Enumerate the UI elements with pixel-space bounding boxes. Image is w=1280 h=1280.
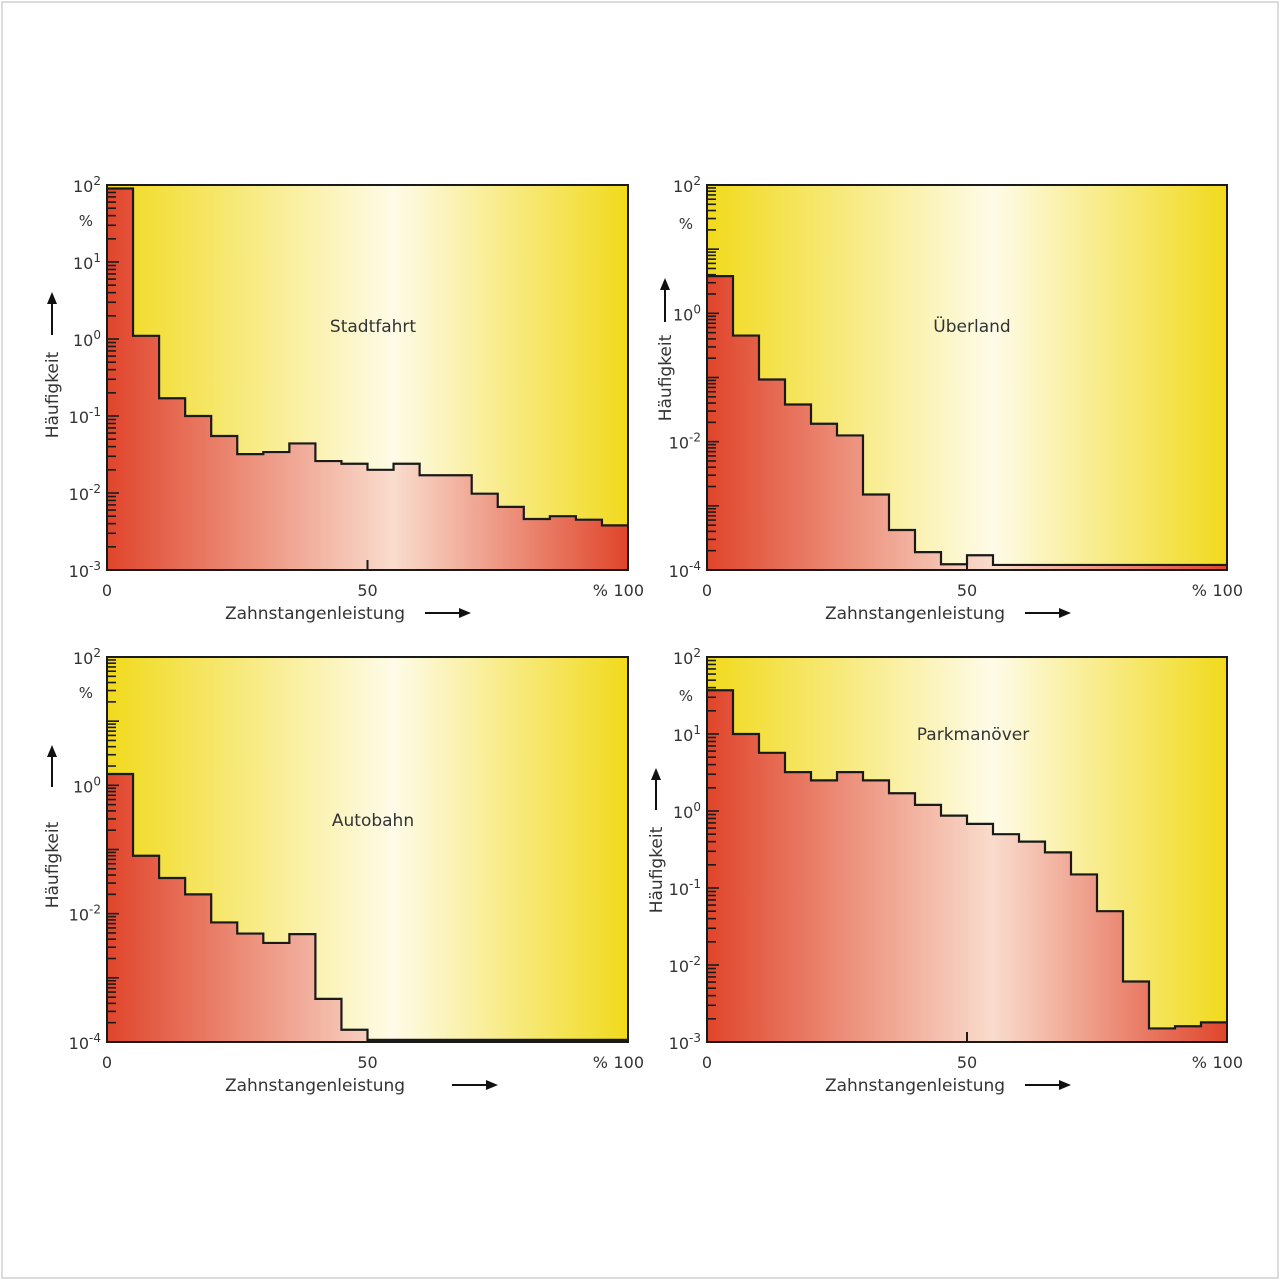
x-axis-arrowhead-icon (1059, 608, 1071, 618)
y-unit-label: % (679, 215, 693, 233)
y-tick-label: 100 (73, 774, 101, 796)
y-tick-label: 10-4 (69, 1031, 101, 1053)
x-tick-label: 50 (357, 581, 377, 600)
x-tick-label: 0 (702, 1053, 712, 1072)
y-tick-label: 102 (673, 646, 701, 668)
y-axis-arrowhead-icon (651, 768, 661, 780)
y-axis-label: Häufigkeit (656, 334, 676, 421)
y-tick-label: 10-3 (669, 1031, 701, 1053)
y-unit-label: % (79, 684, 93, 702)
chart-parkmanöver: 102 101 100 10-1 10-2 10-3% 0 50% 100 Parkmanöver… (647, 646, 1243, 1096)
y-axis-arrowhead-icon (660, 278, 670, 290)
y-tick-label: 10-1 (669, 877, 701, 899)
x-axis-arrowhead-icon (1059, 1080, 1071, 1090)
y-tick-label: 100 (673, 302, 701, 324)
y-tick-label: 102 (673, 174, 701, 196)
x-tick-label: 50 (957, 1053, 977, 1072)
x-axis-label: Zahnstangenleistung (825, 604, 1005, 624)
x-axis-label: Zahnstangenleistung (225, 1076, 405, 1096)
histogram-outline (107, 187, 628, 527)
x-tick-label: 100 (613, 581, 644, 600)
x-unit-label: % (593, 1053, 608, 1072)
y-tick-label: 100 (673, 800, 701, 822)
y-tick-label: 102 (73, 646, 101, 668)
x-unit-label: % (593, 581, 608, 600)
chart-stadtfahrt: 102 101 100 10-1 10-2 10-3% 0 50% 100 Stadtfahrt Z… (43, 174, 644, 624)
x-tick-label: 0 (702, 581, 712, 600)
chart-autobahn: 102 100 10-2 10-4% 0 50% 100 Autobahn Zahnstange… (43, 646, 644, 1096)
y-tick-label: 10-2 (669, 954, 701, 976)
chart-title: Parkmanöver (917, 725, 1029, 745)
chart-title: Autobahn (332, 811, 414, 831)
x-tick-label: 100 (1212, 581, 1243, 600)
x-axis-label: Zahnstangenleistung (225, 604, 405, 624)
x-tick-label: 100 (613, 1053, 644, 1072)
histogram-outline (707, 275, 1227, 567)
y-tick-label: 10-2 (69, 482, 101, 504)
x-axis-arrowhead-icon (459, 608, 471, 618)
histogram-area (107, 188, 628, 571)
y-axis-label: Häufigkeit (647, 826, 667, 913)
histogram-outline (107, 772, 628, 1041)
y-tick-label: 10-4 (669, 559, 701, 581)
y-axis-label: Häufigkeit (43, 351, 63, 438)
y-axis-label: Häufigkeit (43, 821, 63, 908)
y-unit-label: % (679, 687, 693, 705)
x-unit-label: % (1192, 1053, 1207, 1072)
x-tick-label: 0 (102, 1053, 112, 1072)
y-tick-label: 10-1 (69, 405, 101, 427)
histogram-outline (707, 689, 1227, 1030)
y-tick-label: 102 (73, 174, 101, 196)
y-tick-label: 101 (73, 251, 101, 273)
histogram-area (107, 774, 628, 1042)
x-axis-label: Zahnstangenleistung (825, 1076, 1005, 1096)
y-tick-label: 10-2 (669, 431, 701, 453)
x-tick-label: 0 (102, 581, 112, 600)
x-tick-label: 50 (957, 581, 977, 600)
y-axis-arrowhead-icon (47, 292, 57, 304)
y-axis-arrowhead-icon (47, 745, 57, 757)
x-tick-label: 100 (1212, 1053, 1243, 1072)
x-unit-label: % (1192, 581, 1207, 600)
x-tick-label: 50 (357, 1053, 377, 1072)
y-tick-label: 10-2 (69, 903, 101, 925)
y-tick-label: 101 (673, 723, 701, 745)
chart-title: Überland (933, 315, 1010, 337)
histogram-area (707, 276, 1227, 570)
x-axis-arrowhead-icon (486, 1080, 498, 1090)
chart-überland: 102 100 10-2 10-4% 0 50% 100 Überland Zahnstange… (656, 174, 1243, 624)
chart-title: Stadtfahrt (330, 317, 416, 337)
y-tick-label: 100 (73, 328, 101, 350)
y-tick-label: 10-3 (69, 559, 101, 581)
y-unit-label: % (79, 212, 93, 230)
